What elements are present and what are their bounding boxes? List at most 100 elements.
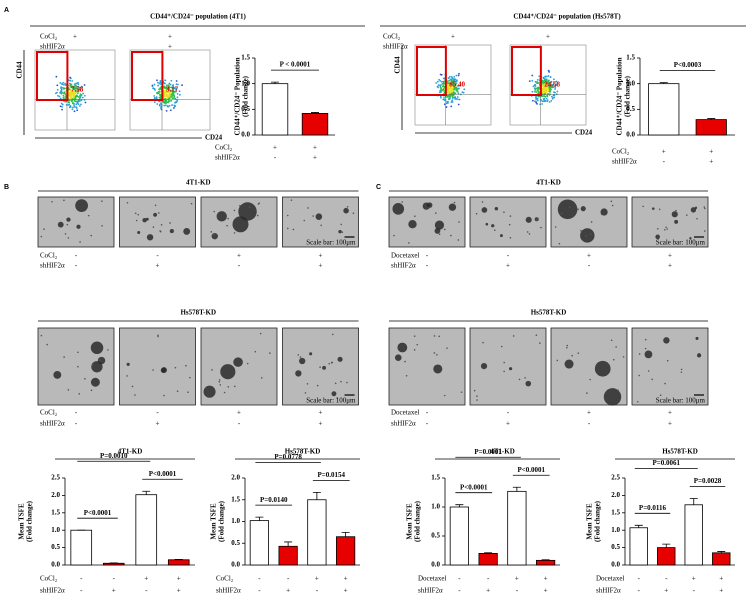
cell [233, 232, 236, 234]
flow-event [545, 84, 548, 87]
condition-sign: - [238, 420, 241, 428]
condition-label: shHIF2α [391, 262, 416, 270]
flow-event [73, 93, 75, 96]
condition-label: shHIF2α [215, 154, 240, 162]
flow-event [544, 82, 547, 85]
flow-event [535, 91, 538, 94]
sphere [695, 336, 699, 340]
condition-sign: + [544, 575, 548, 583]
cell [297, 354, 300, 356]
cell [341, 231, 344, 233]
error-bar [707, 118, 716, 120]
p-value: P=0.0778 [274, 453, 302, 461]
flow-event [73, 104, 76, 107]
y-tick-label: 1.0 [626, 79, 635, 87]
bar [261, 83, 289, 136]
bar [684, 504, 703, 566]
condition-sign: - [665, 575, 668, 583]
condition-sign: + [506, 262, 510, 270]
flow-event [547, 89, 550, 92]
flow-event [158, 90, 161, 93]
sphere [408, 220, 417, 229]
condition-sign: - [663, 158, 666, 166]
y-tick-label: 1.5 [51, 508, 60, 516]
flow-event [536, 99, 539, 102]
flow-event [441, 83, 444, 85]
condition-label: Docetaxel [418, 575, 446, 583]
condition-sign: - [75, 252, 78, 260]
y-tick-label: 0.5 [231, 539, 240, 547]
flow-event [163, 102, 166, 104]
scale-bar-text: Scale bar: 100μm [306, 239, 356, 247]
flow-event [60, 92, 63, 95]
cell [476, 395, 478, 397]
flow-event [169, 91, 171, 94]
flow-event [69, 76, 72, 79]
sphere [137, 230, 141, 235]
flow-event [77, 83, 80, 86]
condition-sign: + [177, 575, 181, 583]
flow-event [539, 103, 541, 106]
flow-event [448, 82, 451, 85]
flow-event [449, 91, 452, 93]
flow-event [153, 97, 156, 99]
cell [556, 359, 559, 362]
cell [213, 233, 216, 236]
flow-event [537, 90, 540, 93]
condition-sign: + [344, 587, 348, 595]
cell [503, 211, 505, 213]
axis-label: CD24 [205, 134, 223, 142]
flow-event [170, 86, 173, 89]
flow-event [73, 85, 76, 88]
flow-event [171, 97, 174, 100]
sphere [394, 354, 402, 362]
flow-event [170, 93, 173, 96]
panel-label: B [4, 184, 9, 191]
condition-sign: + [664, 587, 668, 595]
y-axis-label: (Fold change) [624, 75, 632, 117]
section-title: CD44⁺/CD24⁻ population (Hs578T) [513, 13, 621, 21]
cell [187, 391, 189, 393]
cell [290, 199, 293, 201]
bar [278, 545, 298, 566]
flow-event [536, 78, 539, 81]
flow-event [442, 88, 444, 91]
section-title: CD44⁺/CD24⁻ population (4T1) [150, 13, 246, 21]
flow-event [171, 104, 173, 106]
condition-sign: + [668, 420, 672, 428]
error-bar [689, 498, 698, 505]
condition-sign: + [668, 262, 672, 270]
cell [656, 227, 659, 230]
condition-sign: + [719, 575, 723, 583]
flow-event [556, 90, 559, 93]
flow-event [80, 103, 82, 106]
cell [46, 343, 48, 346]
y-axis-label: CD44⁺/CD24⁻ Population [234, 57, 242, 135]
cell [258, 202, 261, 204]
condition-sign: + [315, 575, 319, 583]
cell [218, 379, 221, 381]
flow-event [175, 88, 177, 91]
sphere [644, 350, 653, 359]
condition-sign: + [73, 33, 77, 41]
cell [63, 356, 65, 358]
y-axis-label: (Fold change) [26, 500, 34, 542]
condition-label: CoCl₂ [383, 33, 401, 41]
flow-event [455, 98, 458, 100]
cell [87, 214, 90, 217]
flow-event [534, 80, 537, 83]
flow-event [71, 87, 74, 89]
flow-event [453, 88, 456, 91]
error-bar [455, 504, 464, 507]
flow-event [67, 103, 70, 106]
micrograph [631, 196, 709, 248]
flow-event [451, 89, 454, 92]
flow-event [76, 109, 79, 112]
flow-event [169, 83, 172, 86]
flow-event [531, 79, 534, 82]
cell [535, 218, 538, 221]
flow-event [71, 102, 74, 105]
flow-event [536, 102, 538, 105]
flow-event [461, 91, 464, 94]
